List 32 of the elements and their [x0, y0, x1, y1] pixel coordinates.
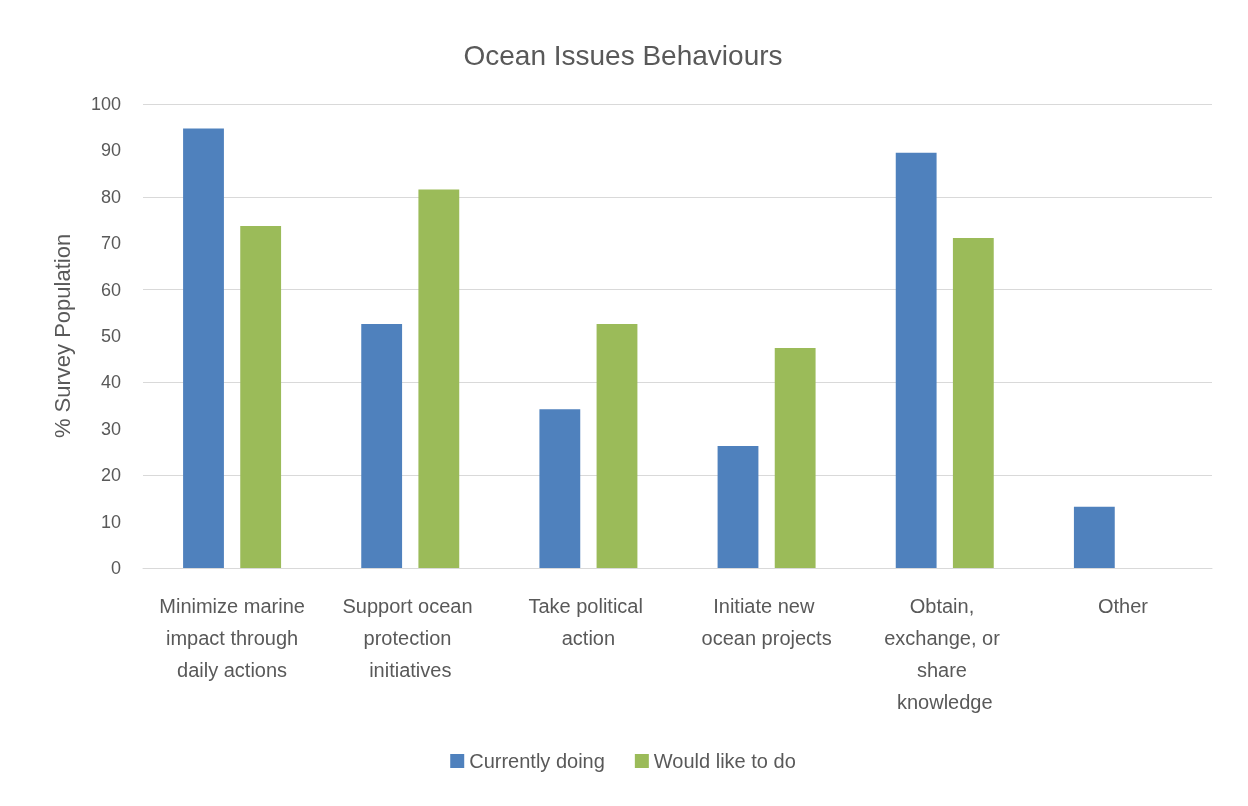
y-tick-label: 30	[100, 418, 121, 439]
bar	[240, 226, 282, 568]
bar	[183, 128, 224, 568]
bar	[596, 323, 638, 568]
x-tick-label: Obtain, exchange, or share knowledge	[884, 595, 1006, 713]
x-tick-label: Support ocean protection initiatives	[342, 595, 479, 681]
y-tick-label: 90	[100, 140, 121, 161]
y-tick-label: 50	[100, 326, 121, 346]
bar	[361, 323, 403, 568]
x-tick-label: Other	[1097, 595, 1149, 617]
bar	[774, 348, 816, 568]
y-tick-label: 100	[90, 94, 121, 114]
bar	[895, 152, 937, 568]
bar	[717, 445, 759, 568]
chart-title: Ocean Issues Behaviours	[463, 39, 783, 71]
bar	[539, 409, 581, 568]
bar	[952, 238, 994, 568]
bar	[418, 189, 460, 568]
y-tick-label: 10	[100, 511, 121, 532]
y-tick-label: 0	[110, 558, 121, 578]
legend-label: Currently doing	[469, 750, 605, 772]
y-tick-label: 20	[100, 465, 121, 486]
y-tick-label: 70	[100, 233, 121, 254]
x-tick-label: Minimize marine impact through daily actions	[159, 595, 305, 681]
x-tick-label: Initiate new ocean projects	[701, 595, 832, 649]
bar	[1073, 506, 1115, 568]
y-tick-label: 40	[100, 372, 121, 393]
y-tick-label: 60	[100, 279, 121, 300]
y-tick-label: 80	[100, 186, 121, 207]
legend-label: Would like to do	[653, 750, 796, 772]
y-axis-title: % Survey Population	[49, 233, 75, 439]
x-tick-label: Take political action	[528, 595, 649, 649]
